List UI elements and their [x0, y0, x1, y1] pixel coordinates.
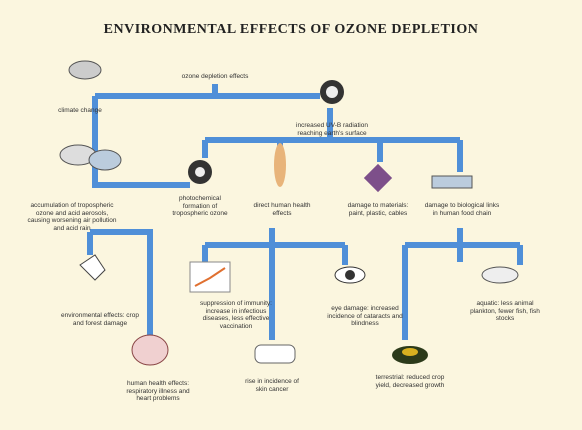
- node-label: suppression of immunity: increase in inf…: [196, 300, 276, 330]
- node-label: damage to materials: paint, plastic, cab…: [343, 202, 413, 217]
- node-label: human health effects: respiratory illnes…: [123, 380, 193, 403]
- diagram: ENVIRONMENTAL EFFECTS OF OZONE DEPLETION…: [0, 0, 582, 430]
- node-label: photochemical formation of tropospheric …: [165, 195, 235, 218]
- node-label: environmental effects: crop and forest d…: [58, 312, 143, 327]
- title: ENVIRONMENTAL EFFECTS OF OZONE DEPLETION: [0, 22, 582, 38]
- node-label: climate change: [55, 107, 105, 115]
- node-label: damage to biological links in human food…: [422, 202, 502, 217]
- node-label: eye damage: increased incidence of catar…: [325, 305, 405, 328]
- node-label: ozone depletion effects: [175, 73, 255, 81]
- node-label: rise in incidence of skin cancer: [242, 378, 302, 393]
- node-label: direct human health effects: [252, 202, 312, 217]
- node-label: increased UV-B radiation reaching earth'…: [287, 122, 377, 137]
- node-label: aquatic: less animal plankton, fewer fis…: [468, 300, 543, 323]
- node-label: terrestrial: reduced crop yield, decreas…: [375, 374, 445, 389]
- node-label: accumulation of tropospheric ozone and a…: [25, 202, 120, 232]
